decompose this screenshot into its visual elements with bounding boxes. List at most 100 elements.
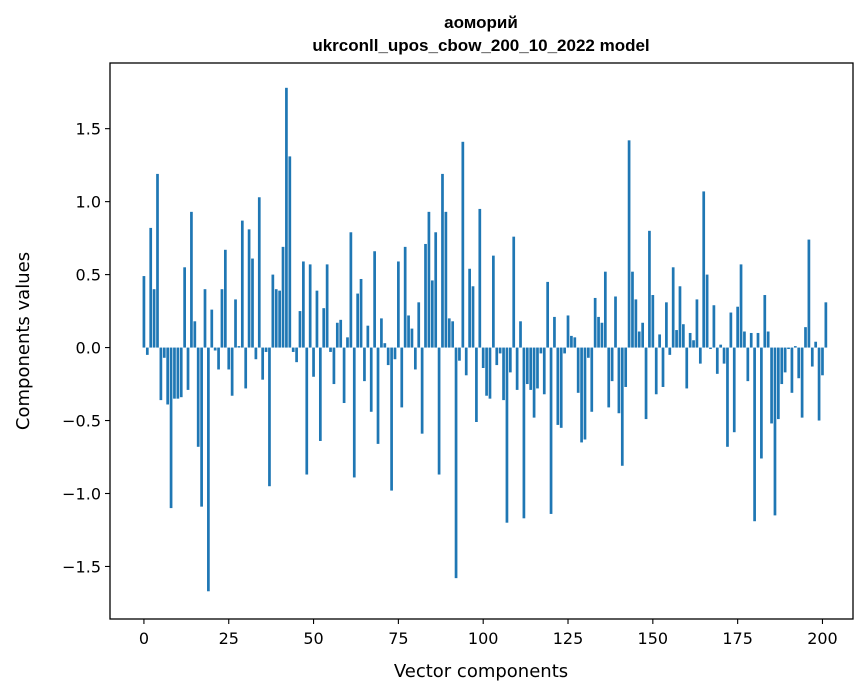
x-axis-ticks: 0 25 50 75 100 125 150 175 200 bbox=[139, 619, 838, 648]
bar bbox=[651, 295, 655, 348]
bar bbox=[665, 302, 668, 348]
bar bbox=[661, 347, 665, 387]
bar bbox=[787, 347, 790, 350]
bar bbox=[556, 347, 560, 425]
bar bbox=[780, 347, 784, 385]
bar bbox=[380, 318, 383, 348]
bar bbox=[821, 347, 824, 376]
y-tick-label: 1.0 bbox=[76, 193, 101, 212]
chart-title-line2: ukrconll_upos_cbow_200_10_2022 model bbox=[312, 36, 649, 55]
bar bbox=[559, 347, 563, 428]
bar bbox=[335, 322, 339, 348]
bar bbox=[322, 308, 326, 348]
bar bbox=[359, 278, 363, 348]
bar bbox=[668, 347, 672, 355]
bar bbox=[695, 299, 699, 348]
bar bbox=[637, 331, 641, 348]
bar bbox=[329, 347, 332, 352]
bar bbox=[553, 316, 556, 348]
bar bbox=[268, 347, 271, 487]
bar bbox=[308, 264, 312, 348]
bar bbox=[573, 337, 577, 348]
bar bbox=[522, 347, 526, 519]
bar bbox=[644, 347, 648, 420]
x-tick-label: 125 bbox=[553, 629, 584, 648]
bar bbox=[532, 347, 536, 418]
bar bbox=[783, 347, 787, 373]
bar bbox=[162, 347, 166, 358]
bar bbox=[352, 347, 356, 478]
bar bbox=[298, 311, 302, 348]
bar bbox=[492, 255, 495, 348]
bar bbox=[430, 280, 434, 348]
bar bbox=[366, 325, 370, 348]
bar bbox=[207, 347, 210, 592]
bar bbox=[186, 347, 190, 390]
bar bbox=[346, 337, 349, 348]
bar bbox=[413, 347, 417, 370]
x-tick-label: 100 bbox=[468, 629, 499, 648]
bar bbox=[454, 347, 458, 579]
bar bbox=[705, 274, 709, 348]
bar bbox=[468, 268, 471, 348]
bar bbox=[753, 347, 756, 522]
bar bbox=[505, 347, 509, 523]
bar bbox=[583, 347, 587, 440]
x-tick-label: 150 bbox=[638, 629, 669, 648]
bar bbox=[427, 211, 431, 348]
bar bbox=[149, 227, 153, 348]
bar bbox=[302, 261, 305, 348]
bar bbox=[800, 347, 804, 418]
bar bbox=[342, 347, 346, 404]
bar bbox=[576, 347, 580, 393]
bar bbox=[176, 347, 180, 399]
x-tick-label: 75 bbox=[388, 629, 408, 648]
bar bbox=[525, 347, 529, 385]
bar bbox=[179, 347, 183, 398]
bar bbox=[447, 318, 451, 348]
bar bbox=[220, 289, 224, 348]
bar bbox=[464, 347, 468, 376]
bar bbox=[736, 306, 739, 348]
bar bbox=[688, 332, 692, 348]
bar bbox=[749, 332, 753, 348]
bar bbox=[587, 347, 590, 358]
bar bbox=[444, 211, 448, 348]
y-tick-label: −1.5 bbox=[62, 557, 101, 576]
bar bbox=[193, 321, 197, 348]
bar bbox=[363, 347, 366, 382]
bar bbox=[671, 267, 675, 348]
bar bbox=[234, 299, 237, 348]
bar bbox=[223, 249, 227, 348]
bar bbox=[183, 267, 186, 348]
bar bbox=[746, 347, 750, 382]
bar bbox=[278, 290, 281, 348]
bar bbox=[315, 290, 319, 348]
bar bbox=[824, 302, 828, 348]
bar bbox=[393, 347, 397, 360]
bar bbox=[288, 156, 292, 348]
bar bbox=[424, 243, 427, 348]
bar bbox=[240, 220, 244, 348]
bar bbox=[285, 87, 288, 348]
bar bbox=[390, 347, 393, 491]
bar bbox=[397, 261, 400, 348]
bar bbox=[570, 335, 573, 348]
x-tick-label: 25 bbox=[219, 629, 239, 648]
bar bbox=[475, 347, 478, 422]
bar bbox=[295, 347, 298, 363]
bar bbox=[281, 246, 285, 348]
bar bbox=[793, 346, 797, 348]
x-axis-label: Vector components bbox=[394, 661, 568, 682]
bar bbox=[230, 347, 234, 396]
x-tick-label: 175 bbox=[722, 629, 753, 648]
bar bbox=[658, 334, 661, 348]
x-tick-label: 50 bbox=[303, 629, 323, 648]
bar bbox=[631, 271, 634, 348]
bar bbox=[145, 347, 149, 355]
bar bbox=[726, 347, 729, 447]
bar bbox=[675, 330, 678, 348]
bar bbox=[502, 347, 505, 401]
bar bbox=[682, 324, 685, 348]
plot-frame bbox=[109, 62, 854, 620]
